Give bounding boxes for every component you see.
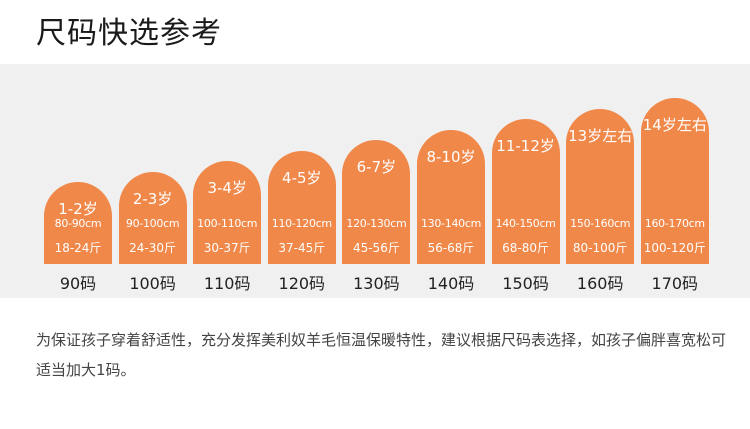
size-label: 90码 [59,274,97,293]
height-range: 100-110cm [197,217,258,230]
size-label: 120码 [278,274,326,293]
age-label: 14岁左右 [642,116,707,134]
size-bar-140: 8-10岁 130-140cm 56-68斤 [417,129,485,264]
size-labels-row: 90码 100码 110码 120码 130码 140码 150码 160码 1… [44,270,704,296]
size-bar-170: 14岁左右 160-170cm 100-120斤 [640,98,709,264]
height-range: 120-130cm [346,217,407,230]
size-bar-110: 3-4岁 100-110cm 30-37斤 [193,161,262,264]
age-label: 4-5岁 [282,168,322,187]
age-label: 6-7岁 [356,158,397,176]
age-label: 13岁左右 [568,126,633,145]
weight-range: 24-30斤 [129,241,177,255]
size-label: 160码 [576,274,624,293]
weight-range: 30-37斤 [203,241,251,255]
size-bar-160: 13岁左右 150-160cm 80-100斤 [566,108,635,264]
age-label: 3-4岁 [207,179,247,197]
size-chart: 1-2岁 80-90cm 18-24斤 2-3岁 90-100cm 24-30斤… [44,64,709,264]
size-label: 110码 [203,274,251,293]
size-label: 140码 [427,274,475,293]
size-bar-120: 4-5岁 110-120cm 37-45斤 [267,150,336,264]
weight-range: 68-80斤 [502,241,550,255]
height-range: 90-100cm [125,217,180,230]
size-bar-100: 2-3岁 90-100cm 24-30斤 [118,171,187,264]
size-label: 100码 [129,274,176,293]
height-range: 80-90cm [54,217,102,230]
size-bar-150: 11-12岁 140-150cm 68-80斤 [491,119,560,264]
height-range: 140-150cm [495,217,556,230]
size-label: 150码 [502,274,549,293]
height-range: 160-170cm [644,217,705,230]
weight-range: 100-120斤 [643,241,706,255]
age-label: 1-2岁 [58,200,98,218]
weight-range: 45-56斤 [352,241,400,255]
age-label: 8-10岁 [426,147,476,166]
height-range: 110-120cm [271,217,332,230]
sizing-advice-text: 为保证孩子穿着舒适性，充分发挥美利奴羊毛恒温保暖特性，建议根据尺码表选择，如孩子… [36,331,727,379]
age-label: 11-12岁 [496,137,555,155]
height-range: 150-160cm [570,217,631,230]
size-bar-130: 6-7岁 120-130cm 45-56斤 [342,140,411,264]
weight-range: 80-100斤 [572,241,628,255]
weight-range: 56-68斤 [427,241,475,255]
age-label: 2-3岁 [132,189,173,208]
size-bar-90: 1-2岁 80-90cm 18-24斤 [44,182,112,264]
size-label: 170码 [651,274,699,293]
weight-range: 37-45斤 [278,241,326,255]
page-title: 尺码快选参考 [36,16,222,51]
size-label: 130码 [353,274,400,293]
height-range: 130-140cm [420,217,482,230]
weight-range: 18-24斤 [54,241,102,255]
